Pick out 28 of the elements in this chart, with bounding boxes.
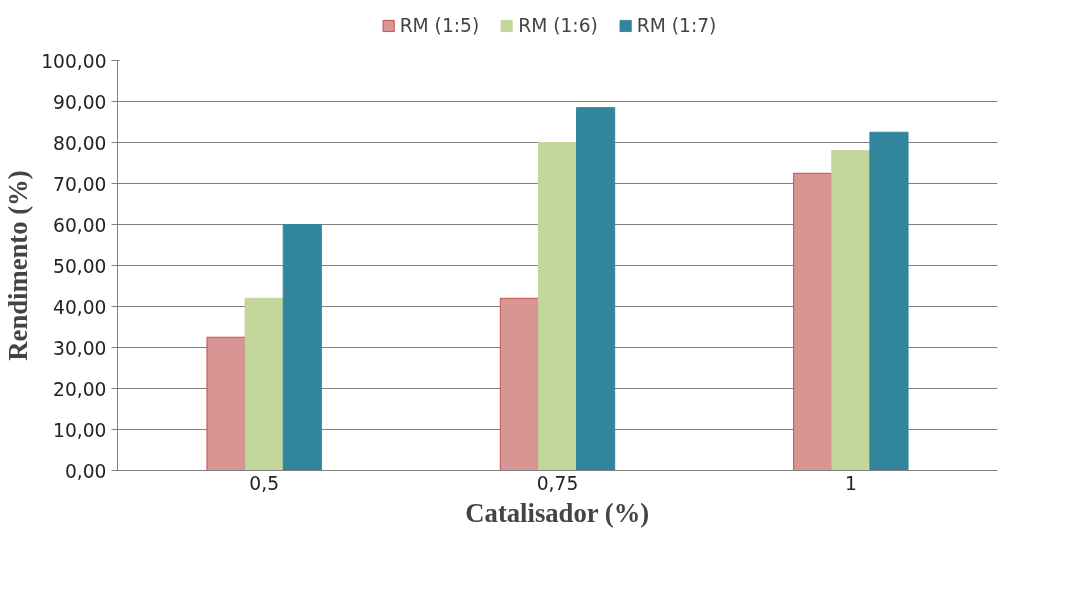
legend-label: RM (1:6) bbox=[518, 14, 598, 36]
y-tick-label: 100,00 bbox=[41, 50, 107, 72]
y-tick-label: 10,00 bbox=[53, 419, 107, 441]
bar bbox=[869, 131, 909, 471]
y-tick-label: 70,00 bbox=[53, 173, 107, 195]
bar bbox=[576, 107, 616, 471]
bar bbox=[244, 297, 284, 471]
bar bbox=[282, 224, 322, 471]
x-tick-label: 0,75 bbox=[536, 472, 579, 494]
y-tick-label: 0,00 bbox=[64, 460, 107, 482]
y-tick-label: 50,00 bbox=[53, 255, 107, 277]
y-tick-label: 90,00 bbox=[53, 91, 107, 113]
bar bbox=[537, 142, 578, 471]
bar bbox=[793, 172, 833, 471]
y-tick-label: 30,00 bbox=[53, 337, 107, 359]
legend-label: RM (1:7) bbox=[636, 14, 717, 36]
bar bbox=[206, 336, 246, 471]
bar bbox=[831, 150, 871, 471]
bar bbox=[499, 297, 539, 471]
y-tick-label: 60,00 bbox=[53, 214, 107, 236]
x-tick-label: 0,5 bbox=[249, 472, 279, 494]
y-tick-label: 20,00 bbox=[53, 378, 107, 400]
y-axis-title: Rendimento (%) bbox=[3, 170, 34, 361]
y-tick-label: 40,00 bbox=[53, 296, 107, 318]
y-tick-label: 80,00 bbox=[53, 132, 107, 154]
x-tick-label: 1 bbox=[844, 472, 857, 494]
x-axis-title: Catalisador (%) bbox=[465, 497, 650, 528]
legend-label: RM (1:5) bbox=[399, 14, 480, 36]
